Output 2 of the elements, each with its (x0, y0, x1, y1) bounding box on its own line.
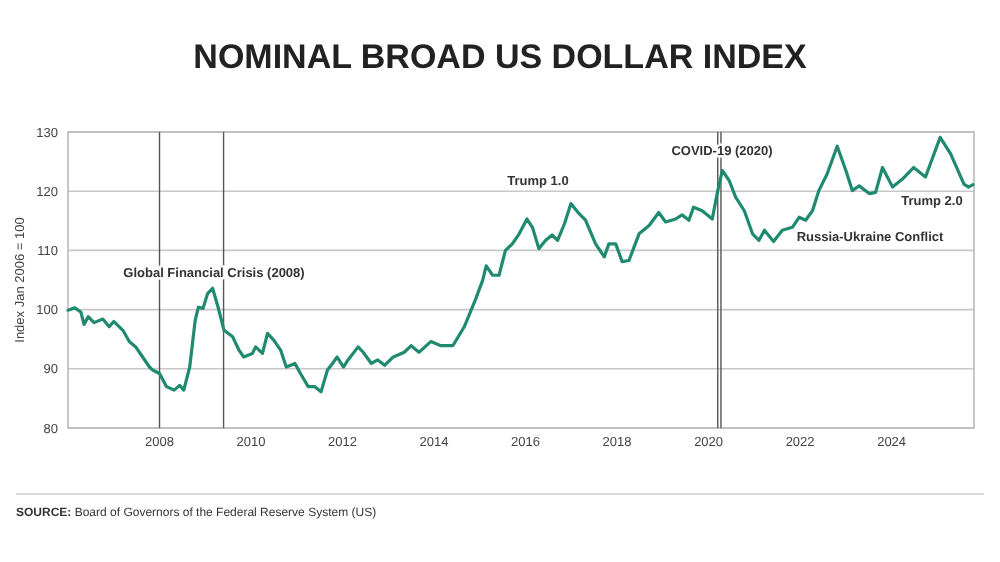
chart-title: NOMINAL BROAD US DOLLAR INDEX (193, 38, 808, 76)
line-series (66, 135, 975, 394)
